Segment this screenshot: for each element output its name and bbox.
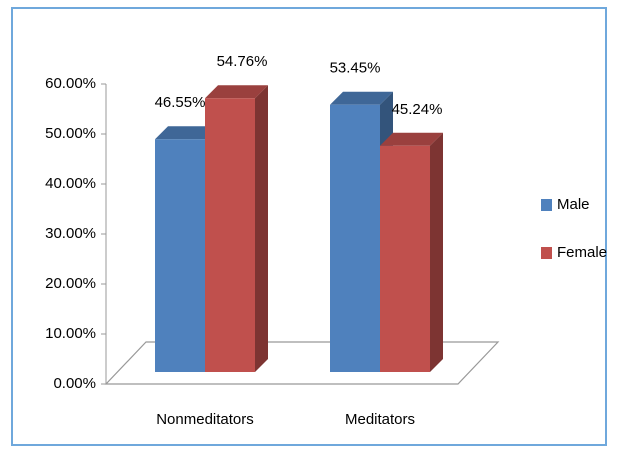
- bar-side: [430, 132, 443, 372]
- x-tick-label: Meditators: [345, 411, 415, 428]
- y-tick-label: 30.00%: [45, 225, 96, 242]
- legend-swatch: [541, 199, 552, 211]
- value-label: 54.76%: [217, 53, 268, 70]
- y-tick-label: 50.00%: [45, 125, 96, 142]
- legend-swatch: [541, 247, 552, 259]
- value-label: 46.55%: [155, 94, 206, 111]
- bar-top: [205, 85, 268, 99]
- bar-top: [380, 132, 443, 146]
- y-tick-label: 40.00%: [45, 175, 96, 192]
- bar-top: [155, 126, 218, 140]
- bar-front: [330, 104, 380, 372]
- bar-front: [205, 98, 255, 372]
- bar: [205, 85, 268, 372]
- y-tick-label: 60.00%: [45, 75, 96, 92]
- bar: [380, 132, 443, 372]
- value-label: 45.24%: [392, 101, 443, 118]
- y-tick-label: 10.00%: [45, 325, 96, 342]
- y-tick-label: 0.00%: [53, 375, 96, 392]
- bar-side: [255, 85, 268, 372]
- y-tick-label: 20.00%: [45, 275, 96, 292]
- bar-top: [330, 91, 393, 105]
- legend-label: Male: [557, 196, 590, 213]
- x-tick-label: Nonmeditators: [156, 411, 254, 428]
- legend-label: Female: [557, 244, 607, 261]
- value-label: 53.45%: [330, 60, 381, 77]
- bar-front: [380, 145, 430, 372]
- bar-front: [155, 139, 205, 372]
